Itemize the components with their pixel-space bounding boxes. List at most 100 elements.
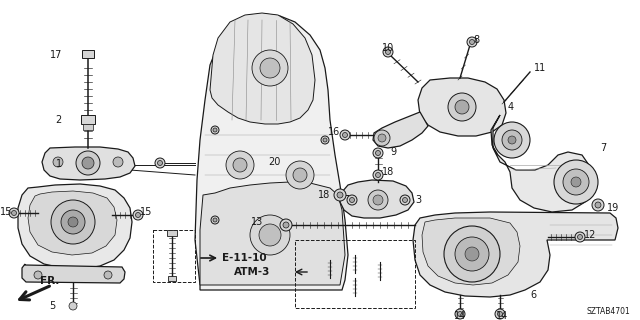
Polygon shape (28, 191, 117, 255)
Circle shape (82, 157, 94, 169)
Circle shape (495, 309, 505, 319)
Circle shape (400, 195, 410, 205)
Text: 14: 14 (454, 311, 466, 320)
Text: 18: 18 (317, 190, 330, 200)
Text: 17: 17 (50, 50, 62, 60)
Text: 6: 6 (530, 290, 536, 300)
Circle shape (470, 39, 474, 44)
Text: 10: 10 (382, 43, 394, 53)
Bar (295, 240, 415, 308)
Polygon shape (195, 14, 348, 290)
Circle shape (373, 195, 383, 205)
Circle shape (286, 161, 314, 189)
Circle shape (113, 157, 123, 167)
Circle shape (563, 169, 589, 195)
Circle shape (211, 126, 219, 134)
Circle shape (12, 211, 17, 215)
Circle shape (334, 189, 346, 201)
Circle shape (260, 58, 280, 78)
Circle shape (448, 93, 476, 121)
Text: 15: 15 (140, 207, 152, 217)
Circle shape (340, 130, 350, 140)
Circle shape (283, 222, 289, 228)
Polygon shape (210, 13, 315, 124)
Text: SZTAB4701: SZTAB4701 (586, 308, 630, 316)
Circle shape (373, 170, 383, 180)
Circle shape (69, 302, 77, 310)
Text: 13: 13 (251, 217, 263, 227)
Circle shape (155, 158, 165, 168)
Circle shape (349, 197, 355, 203)
Circle shape (76, 151, 100, 175)
Circle shape (211, 216, 219, 224)
Bar (81, 115, 95, 124)
Text: FR.: FR. (40, 276, 60, 286)
Circle shape (378, 134, 386, 142)
Circle shape (465, 247, 479, 261)
Circle shape (347, 195, 357, 205)
Polygon shape (18, 184, 132, 269)
Bar (167, 230, 177, 236)
Circle shape (53, 157, 63, 167)
Circle shape (51, 200, 95, 244)
Circle shape (368, 190, 388, 210)
Circle shape (497, 311, 502, 316)
Circle shape (376, 172, 381, 178)
Text: 7: 7 (600, 143, 606, 153)
Circle shape (577, 235, 582, 239)
Polygon shape (340, 180, 414, 218)
Text: 11: 11 (534, 63, 547, 73)
Text: 19: 19 (607, 203, 620, 213)
Circle shape (133, 210, 143, 220)
Circle shape (455, 100, 469, 114)
Circle shape (502, 130, 522, 150)
Circle shape (34, 271, 42, 279)
Text: 14: 14 (496, 311, 508, 320)
Bar (83, 124, 93, 130)
Polygon shape (200, 182, 345, 285)
Circle shape (374, 130, 390, 146)
Text: ATM-3: ATM-3 (234, 267, 270, 277)
Text: 16: 16 (328, 127, 340, 137)
Circle shape (342, 132, 348, 138)
Polygon shape (491, 115, 591, 212)
Circle shape (68, 217, 78, 227)
Circle shape (455, 309, 465, 319)
Circle shape (595, 202, 601, 208)
Text: 4: 4 (508, 102, 514, 112)
Text: E-11-10: E-11-10 (222, 253, 267, 263)
Circle shape (280, 219, 292, 231)
Text: 20: 20 (268, 157, 280, 167)
Text: 18: 18 (382, 167, 394, 177)
Circle shape (467, 37, 477, 47)
Bar (82, 50, 94, 58)
Text: 1: 1 (56, 159, 62, 169)
Circle shape (592, 199, 604, 211)
Circle shape (494, 122, 530, 158)
Circle shape (157, 161, 163, 165)
Polygon shape (418, 78, 506, 136)
Circle shape (373, 148, 383, 158)
Polygon shape (42, 147, 135, 180)
Bar (168, 276, 176, 281)
Circle shape (9, 208, 19, 218)
Circle shape (321, 136, 329, 144)
Text: 5: 5 (49, 301, 55, 311)
Circle shape (250, 215, 290, 255)
Circle shape (458, 311, 463, 316)
Circle shape (104, 271, 112, 279)
Circle shape (136, 212, 141, 218)
Text: 12: 12 (584, 230, 596, 240)
Bar (153, 230, 195, 282)
Circle shape (383, 47, 393, 57)
Text: 15: 15 (0, 207, 12, 217)
Circle shape (403, 197, 408, 203)
Circle shape (61, 210, 85, 234)
Text: 3: 3 (415, 195, 421, 205)
Circle shape (213, 128, 217, 132)
Circle shape (554, 160, 598, 204)
Circle shape (444, 226, 500, 282)
Circle shape (508, 136, 516, 144)
Circle shape (252, 50, 288, 86)
Circle shape (385, 50, 390, 54)
